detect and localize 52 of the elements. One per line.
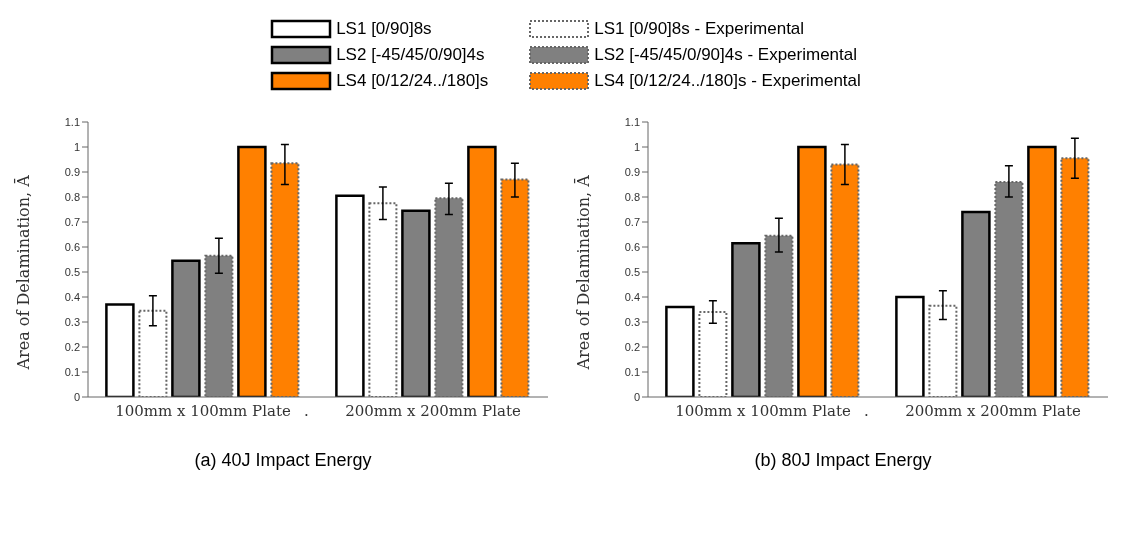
bar xyxy=(895,295,925,397)
bar xyxy=(467,145,497,397)
legend-label: LS1 [0/90]8s - Experimental xyxy=(594,19,805,39)
y-axis-title: Area of Delamination, Ā xyxy=(12,174,33,371)
y-tick-label: 0.3 xyxy=(624,315,640,328)
y-tick-label: 0 xyxy=(73,390,80,403)
x-tick-label: 100mm x 100mm Plate xyxy=(115,401,291,420)
y-tick-label: 0.2 xyxy=(624,340,640,353)
y-tick-label: 0.6 xyxy=(624,240,640,253)
y-tick-label: 0.6 xyxy=(64,240,80,253)
y-tick-label: 0.9 xyxy=(624,165,640,178)
y-tick-label: 0.1 xyxy=(624,365,640,378)
legend-label: LS4 [0/12/24../180]s - Experimental xyxy=(594,71,861,91)
y-tick-label: 0.5 xyxy=(64,265,80,278)
y-tick-label: 0.4 xyxy=(64,290,80,303)
legend-label: LS1 [0/90]8s xyxy=(336,19,432,39)
y-tick-label: 0.5 xyxy=(624,265,640,278)
bar xyxy=(105,303,135,397)
y-axis-title: Area of Delamination, Ā xyxy=(572,174,593,371)
y-tick-label: 1 xyxy=(633,140,640,153)
bar xyxy=(665,305,695,397)
legend-label: LS2 [-45/45/0/90]4s - Experimental xyxy=(594,45,858,65)
y-tick-label: 0.8 xyxy=(64,190,80,203)
legend-label: LS4 [0/12/24../180]s xyxy=(336,71,489,91)
y-tick-label: 0.1 xyxy=(64,365,80,378)
bar xyxy=(1027,145,1057,397)
y-tick-label: 0 xyxy=(633,390,640,403)
y-tick-label: 1.1 xyxy=(624,115,640,128)
text: . xyxy=(304,402,309,420)
x-tick-label: 100mm x 100mm Plate xyxy=(675,401,851,420)
bar xyxy=(731,242,761,397)
bar xyxy=(237,145,267,397)
x-tick-label: 200mm x 200mm Plate xyxy=(345,401,521,420)
y-tick-label: 0.7 xyxy=(64,215,80,228)
y-tick-label: 1.1 xyxy=(64,115,80,128)
y-tick-label: 0.7 xyxy=(624,215,640,228)
bar xyxy=(961,210,991,397)
x-tick-label: 200mm x 200mm Plate xyxy=(905,401,1081,420)
y-tick-label: 0.8 xyxy=(624,190,640,203)
bar xyxy=(171,259,201,397)
text: (b) 80J Impact Energy xyxy=(753,450,933,471)
y-tick-label: 0.3 xyxy=(64,315,80,328)
y-tick-label: 0.9 xyxy=(64,165,80,178)
bar xyxy=(797,145,827,397)
y-tick-label: 0.4 xyxy=(624,290,640,303)
text: (a) 40J Impact Energy xyxy=(193,450,373,471)
legend-label: LS2 [-45/45/0/90]4s xyxy=(336,45,485,65)
text: . xyxy=(864,402,869,420)
bar xyxy=(335,194,365,397)
bar xyxy=(401,209,431,397)
y-tick-label: 1 xyxy=(73,140,80,153)
y-tick-label: 0.2 xyxy=(64,340,80,353)
